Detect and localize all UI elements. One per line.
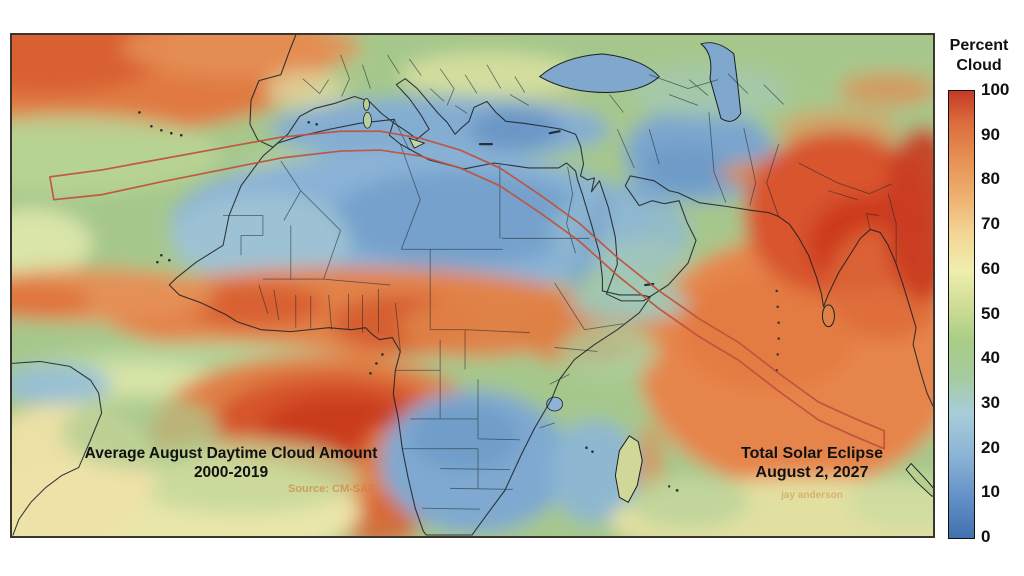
colorbar-tick-label: 10 [981, 482, 1000, 502]
colorbar-tick-label: 60 [981, 258, 1000, 278]
dataset-caption-line1: Average August Daytime Cloud Amount [84, 445, 378, 462]
author-credit: jay anderson [781, 490, 843, 501]
dataset-caption-line2: 2000-2019 [193, 464, 269, 481]
colorbar-tick-label: 80 [981, 169, 1000, 189]
dataset-caption: Average August Daytime Cloud Amount 2000… [71, 444, 391, 482]
colorbar-tick-label: 30 [981, 392, 1000, 412]
coastlines [12, 35, 933, 536]
eclipse-caption-line2: August 2, 2027 [755, 464, 869, 481]
colorbar-tick-label: 90 [981, 124, 1000, 144]
country-borders [223, 54, 897, 510]
colorbar-tick-label: 70 [981, 214, 1000, 234]
cloud-map-figure [10, 33, 935, 538]
black-sea [538, 53, 660, 94]
eclipse-caption-line1: Total Solar Eclipse [741, 445, 883, 462]
colorbar-title: Percent Cloud [934, 36, 1024, 76]
colorbar-title-line2: Cloud [956, 57, 1002, 74]
colorbar-tick-label: 20 [981, 437, 1000, 457]
source-credit: Source: CM-SAF [288, 483, 375, 495]
eclipse-path-outline [48, 130, 886, 450]
colorbar-tick-label: 50 [981, 303, 1000, 323]
colorbar-tick-label: 40 [981, 348, 1000, 368]
eclipse-caption: Total Solar Eclipse August 2, 2027 [652, 444, 972, 482]
cloud-map-image [12, 35, 933, 536]
caspian-sea [699, 42, 742, 122]
colorbar-gradient [948, 90, 975, 539]
colorbar-tick-label: 100 [981, 80, 1010, 99]
cloud-field-raster [12, 35, 933, 536]
colorbar-tick-label: 0 [981, 527, 991, 546]
colorbar-title-line1: Percent [949, 37, 1009, 54]
